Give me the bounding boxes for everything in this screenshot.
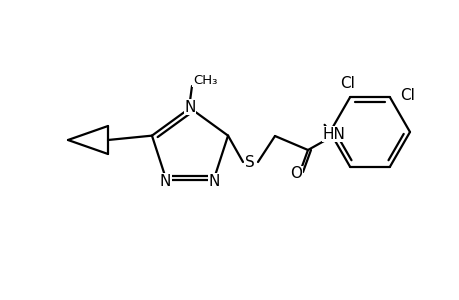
Text: N: N <box>208 174 220 189</box>
Text: CH₃: CH₃ <box>193 74 217 86</box>
Text: N: N <box>159 174 171 189</box>
Text: S: S <box>245 154 254 169</box>
Text: N: N <box>184 100 195 115</box>
Text: HN: HN <box>322 127 345 142</box>
Text: Cl: Cl <box>400 88 414 103</box>
Text: Cl: Cl <box>340 76 355 91</box>
Text: O: O <box>289 167 302 182</box>
